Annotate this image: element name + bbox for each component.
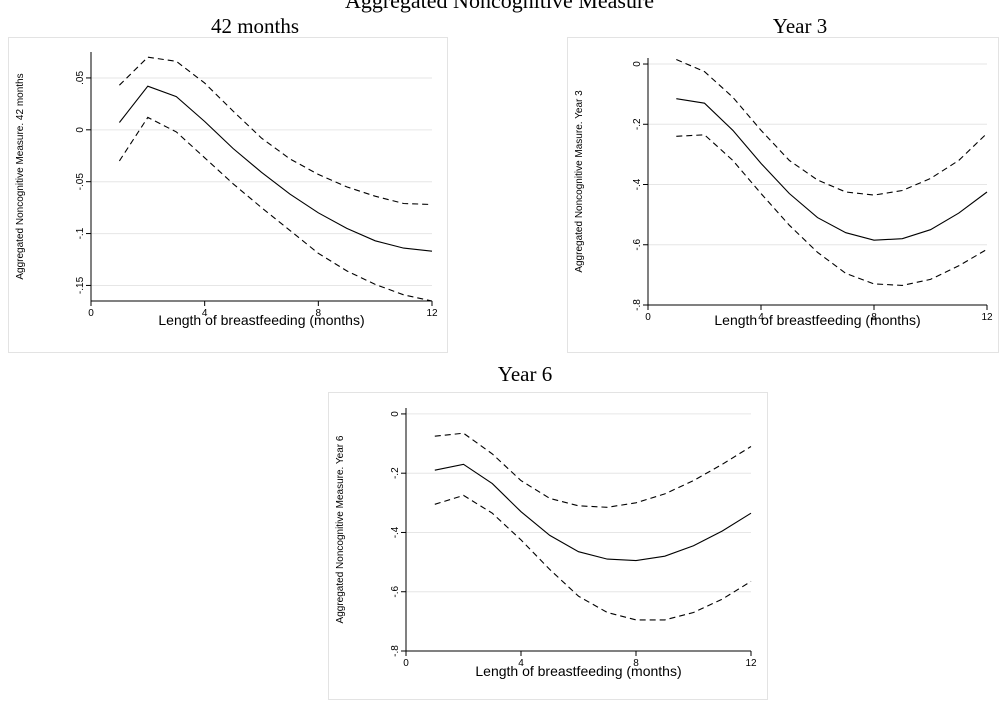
confidence-band-line-2 [434, 494, 752, 621]
y-tick-label-0: .05 [75, 71, 86, 85]
x-tick-label-0: 0 [403, 658, 409, 669]
chart-panel-year-6: 0 -.2 -.4 -.6 -.8 0 4 8 12 Length of breastfeedin… [328, 392, 768, 700]
y-tick-label-4: -.8 [632, 299, 643, 311]
y-tick-label-0: 0 [390, 411, 401, 417]
confidence-band-line-0 [676, 58, 988, 196]
y-tick-label-1: -.2 [390, 467, 401, 479]
confidence-band-line-0 [119, 56, 433, 206]
x-axis-title: Length of breastfeeding (months) [714, 312, 920, 328]
x-tick-label-3: 12 [981, 312, 993, 323]
panel-2-title: Year 3 [772, 14, 828, 38]
y-tick-label-3: -.6 [390, 585, 401, 597]
y-axis-title: Aggregated Noncognitive Measure. 42 mont… [15, 73, 26, 279]
x-tick-label-2: 8 [871, 312, 877, 323]
chart-panel-year-3: 0 -.2 -.4 -.6 -.8 0 4 8 12 Length of breastfeedin… [567, 37, 999, 353]
x-tick-label-2: 8 [316, 308, 322, 319]
y-tick-label-3: -.1 [75, 227, 86, 239]
x-tick-label-1: 4 [518, 658, 524, 669]
estimate-line-1 [118, 85, 433, 252]
x-tick-label-1: 4 [202, 308, 208, 319]
chart-panel-42-months: .05 0 -.05 -.1 -.15 0 4 8 12 Length of breastfeed… [8, 37, 448, 353]
x-axis-title: Length of breastfeeding (months) [475, 663, 681, 679]
y-tick-label-4: -.8 [390, 645, 401, 657]
x-tick-label-1: 4 [758, 312, 764, 323]
y-tick-label-1: 0 [75, 127, 86, 133]
confidence-band-line-2 [676, 134, 988, 286]
panel-3-title: Year 6 [497, 362, 553, 386]
x-tick-label-2: 8 [633, 658, 639, 669]
panel-1-title: 42 months [210, 14, 300, 38]
y-tick-label-2: -.4 [632, 178, 643, 190]
y-tick-label-2: -.4 [390, 526, 401, 538]
x-tick-label-3: 12 [745, 658, 757, 669]
x-axis-title: Length of breastfeeding (months) [158, 312, 364, 328]
confidence-band-line-2 [118, 116, 433, 302]
estimate-line-1 [434, 463, 752, 562]
y-axis-title: Aggregated Noncognitive Measure. Year 6 [335, 435, 346, 623]
y-tick-label-4: -.15 [75, 276, 86, 294]
figure-main-title: Aggregated Noncognitive Measure [344, 0, 655, 13]
y-tick-label-0: 0 [632, 61, 643, 67]
y-tick-label-1: -.2 [632, 118, 643, 130]
y-tick-label-3: -.6 [632, 238, 643, 250]
x-tick-label-0: 0 [645, 312, 651, 323]
estimate-line-1 [676, 98, 988, 241]
confidence-band-line-0 [434, 432, 752, 508]
y-tick-label-2: -.05 [75, 173, 86, 191]
x-tick-label-0: 0 [88, 308, 94, 319]
chart-svg-42-months: .05 0 -.05 -.1 -.15 0 4 8 12 Length of breastfeed… [15, 52, 438, 328]
y-axis-title: Aggregated Noncognitive Masure. Year 3 [574, 90, 585, 273]
x-tick-label-3: 12 [426, 308, 438, 319]
